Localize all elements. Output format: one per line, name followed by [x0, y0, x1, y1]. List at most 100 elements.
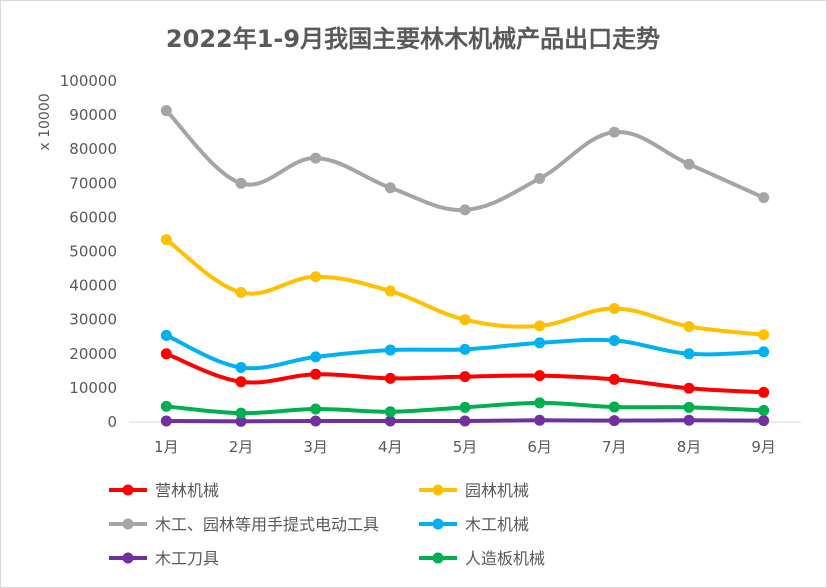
series-group: [160, 329, 770, 373]
data-point: [310, 368, 322, 380]
x-tick-label: 5月: [453, 438, 478, 456]
data-point: [459, 401, 471, 413]
data-point: [608, 415, 620, 427]
data-point: [534, 414, 546, 426]
data-point: [235, 376, 247, 388]
data-point: [160, 415, 172, 427]
legend-swatch-marker: [122, 484, 134, 496]
series-line: [164, 108, 766, 212]
data-point: [310, 271, 322, 283]
data-point: [608, 335, 620, 347]
data-point: [459, 204, 471, 216]
data-point: [758, 386, 770, 398]
x-tick-label: 6月: [527, 438, 552, 456]
data-point: [534, 173, 546, 185]
y-tick-label: 90000: [69, 106, 117, 124]
data-point: [384, 372, 396, 384]
series-group: [160, 397, 770, 419]
y-tick-label: 30000: [69, 311, 117, 329]
legend-label: 营林机械: [155, 481, 219, 500]
data-point: [310, 415, 322, 427]
data-point: [683, 158, 695, 170]
data-point: [608, 302, 620, 314]
data-point: [758, 192, 770, 204]
data-point: [758, 329, 770, 341]
x-tick-label: 3月: [303, 438, 328, 456]
series-group: [160, 348, 770, 398]
data-point: [160, 348, 172, 360]
data-point: [683, 348, 695, 360]
data-point: [384, 415, 396, 427]
legend-swatch-marker: [432, 484, 444, 496]
legend-item: 人造板机械: [419, 549, 545, 568]
data-point: [160, 234, 172, 246]
y-tick-label: 80000: [69, 140, 117, 158]
series-group: [160, 234, 770, 341]
x-tick-label: 8月: [677, 438, 702, 456]
data-point: [534, 337, 546, 349]
legend-swatch-marker: [432, 552, 444, 564]
data-point: [235, 286, 247, 298]
data-point: [534, 397, 546, 409]
y-axis: 0 10000 20000 30000 40000 50000 60000 70000 8000…: [60, 72, 117, 431]
data-point: [758, 346, 770, 358]
data-point: [384, 285, 396, 297]
x-tick-label: 1月: [154, 438, 179, 456]
data-point: [459, 415, 471, 427]
data-point: [310, 351, 322, 363]
data-point: [459, 343, 471, 355]
data-point: [683, 321, 695, 333]
chart-title: 2022年1-9月我国主要林木机械产品出口走势: [166, 25, 660, 53]
legend-swatch-marker: [122, 518, 134, 530]
data-point: [683, 414, 695, 426]
data-point: [758, 415, 770, 427]
y-tick-label: 100000: [60, 72, 117, 90]
data-point: [235, 177, 247, 189]
legend-swatch-marker: [432, 518, 444, 530]
data-point: [384, 182, 396, 194]
data-point: [459, 314, 471, 326]
data-point: [384, 344, 396, 356]
legend-item: 营林机械: [109, 481, 219, 500]
legend-label: 园林机械: [465, 481, 529, 500]
y-tick-label: 10000: [69, 379, 117, 397]
y-tick-label: 0: [107, 413, 117, 431]
data-point: [310, 152, 322, 164]
data-point: [608, 373, 620, 385]
legend-item: 木工机械: [419, 515, 529, 534]
x-tick-label: 2月: [229, 438, 254, 456]
data-point: [534, 370, 546, 382]
series-group: [160, 105, 770, 216]
data-point: [235, 415, 247, 427]
data-point: [608, 401, 620, 413]
legend-label: 木工、园林等用手提式电动工具: [155, 515, 379, 534]
x-tick-label: 4月: [378, 438, 403, 456]
data-point: [758, 404, 770, 416]
data-point: [235, 361, 247, 373]
data-point: [235, 407, 247, 419]
y-tick-label: 60000: [69, 208, 117, 226]
x-tick-label: 9月: [751, 438, 776, 456]
data-point: [160, 105, 172, 117]
y-tick-label: 70000: [69, 174, 117, 192]
legend-swatch-marker: [122, 552, 134, 564]
data-point: [608, 126, 620, 138]
series-layer: [160, 105, 770, 427]
legend-label: 木工机械: [465, 515, 529, 534]
data-point: [683, 401, 695, 413]
data-point: [683, 382, 695, 394]
x-axis: 1月 2月 3月 4月 5月 6月 7月 8月 9月: [154, 438, 776, 456]
series-group: [160, 414, 770, 427]
y-tick-label: 20000: [69, 345, 117, 363]
data-point: [160, 400, 172, 412]
legend-item: 园林机械: [419, 481, 529, 500]
legend-label: 木工刀具: [155, 549, 219, 568]
y-axis-unit-label: x 10000: [37, 93, 53, 150]
data-point: [534, 320, 546, 332]
y-tick-label: 50000: [69, 243, 117, 261]
data-point: [310, 403, 322, 415]
legend-label: 人造板机械: [465, 549, 545, 568]
